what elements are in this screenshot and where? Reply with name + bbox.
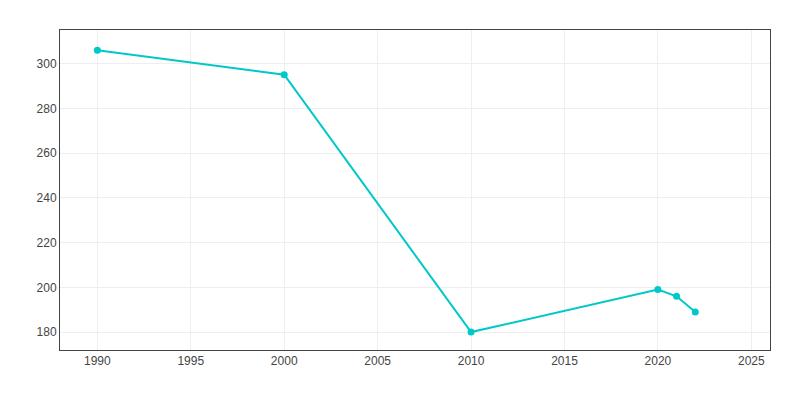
svg-text:240: 240 (37, 191, 57, 205)
svg-text:220: 220 (37, 236, 57, 250)
svg-text:2000: 2000 (271, 354, 298, 368)
svg-text:2005: 2005 (364, 354, 391, 368)
svg-text:1995: 1995 (177, 354, 204, 368)
svg-text:2020: 2020 (645, 354, 672, 368)
svg-text:300: 300 (37, 57, 57, 71)
svg-text:2010: 2010 (458, 354, 485, 368)
svg-text:260: 260 (37, 146, 57, 160)
svg-text:200: 200 (37, 281, 57, 295)
svg-text:2015: 2015 (551, 354, 578, 368)
svg-text:280: 280 (37, 102, 57, 116)
svg-text:180: 180 (37, 325, 57, 339)
svg-text:1990: 1990 (84, 354, 111, 368)
svg-text:2025: 2025 (738, 354, 765, 368)
